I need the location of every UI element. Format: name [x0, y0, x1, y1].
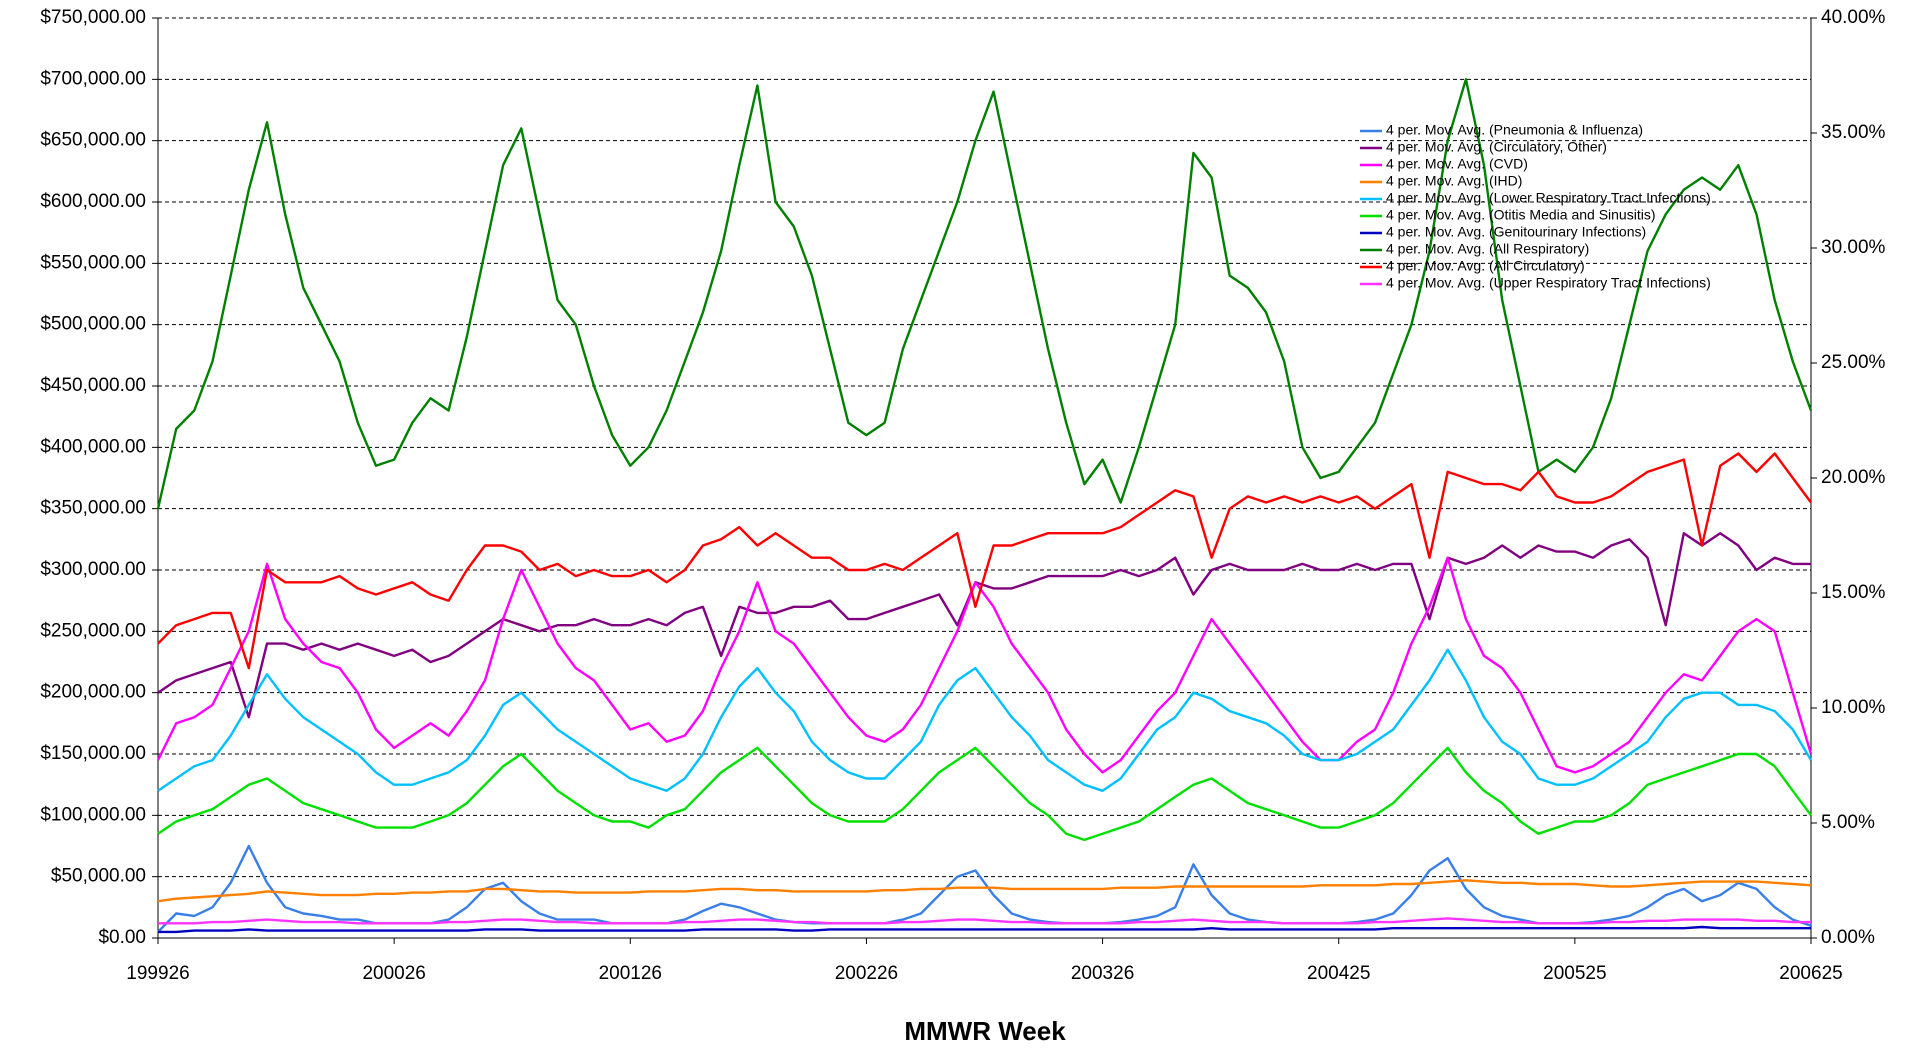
y2-tick-label: 15.00%: [1821, 582, 1886, 603]
series-line: [157, 452, 1812, 670]
legend-label: 4 per. Mov. Avg. (Pneumonia & Influenza): [1386, 122, 1643, 138]
y-tick-label: $450,000.00: [40, 375, 146, 396]
x-tick-label: 200026: [362, 963, 425, 984]
legend-label: 4 per. Mov. Avg. (All Circulatory): [1386, 258, 1585, 274]
series-line: [157, 879, 1812, 903]
y-tick-label: $650,000.00: [40, 130, 146, 151]
y-tick-label: $300,000.00: [40, 559, 146, 580]
y2-tick-label: 25.00%: [1821, 352, 1886, 373]
series-line: [157, 648, 1813, 792]
legend: 4 per. Mov. Avg. (Pneumonia & Influenza)…: [1360, 122, 1711, 291]
series-line: [156, 556, 1813, 774]
legend-label: 4 per. Mov. Avg. (IHD): [1386, 173, 1522, 189]
x-tick-label: 200326: [1071, 963, 1134, 984]
x-tick-label: 200625: [1779, 963, 1842, 984]
y-tick-label: $150,000.00: [40, 743, 146, 764]
x-axis-title: MMWR Week: [904, 1016, 1066, 1046]
y2-tick-label: 0.00%: [1821, 927, 1875, 948]
y2-tick-label: 30.00%: [1821, 237, 1886, 258]
y-tick-label: $200,000.00: [40, 682, 146, 703]
series-line: [157, 532, 1811, 719]
y2-tick-label: 5.00%: [1821, 812, 1875, 833]
x-tick-label: 200525: [1543, 963, 1606, 984]
series-line: [157, 746, 1812, 842]
y2-tick-label: 40.00%: [1821, 7, 1886, 28]
series-line: [156, 78, 1813, 509]
y-tick-label: $400,000.00: [40, 436, 146, 457]
y-tick-label: $550,000.00: [40, 252, 146, 273]
y-tick-label: $600,000.00: [40, 191, 146, 212]
y2-tick-label: 10.00%: [1821, 697, 1886, 718]
y2-tick-label: 20.00%: [1821, 467, 1886, 488]
y-tick-label: $700,000.00: [40, 68, 146, 89]
y-tick-label: $250,000.00: [40, 620, 146, 641]
legend-label: 4 per. Mov. Avg. (Circulatory, Other): [1386, 139, 1607, 155]
series-line: [158, 925, 1811, 934]
x-tick-label: 200425: [1307, 963, 1370, 984]
legend-label: 4 per. Mov. Avg. (CVD): [1386, 156, 1528, 172]
series-line: [158, 917, 1811, 925]
x-tick-label: 200126: [599, 963, 662, 984]
y2-tick-label: 35.00%: [1821, 122, 1886, 143]
y-tick-label: $50,000.00: [51, 866, 146, 887]
legend-label: 4 per. Mov. Avg. (Otitis Media and Sinus…: [1386, 207, 1656, 223]
y-tick-label: $100,000.00: [40, 804, 146, 825]
x-tick-label: 199926: [126, 963, 189, 984]
x-tick-label: 200226: [835, 963, 898, 984]
y-tick-label: $350,000.00: [40, 498, 146, 519]
y-tick-label: $0.00: [98, 927, 146, 948]
legend-label: 4 per. Mov. Avg. (All Respiratory): [1386, 241, 1589, 257]
y-tick-label: $750,000.00: [40, 7, 146, 28]
y-tick-label: $500,000.00: [40, 314, 146, 335]
legend-label: 4 per. Mov. Avg. (Lower Respiratory Trac…: [1386, 190, 1711, 206]
legend-label: 4 per. Mov. Avg. (Genitourinary Infectio…: [1386, 224, 1646, 240]
legend-label: 4 per. Mov. Avg. (Upper Respiratory Trac…: [1386, 275, 1711, 291]
